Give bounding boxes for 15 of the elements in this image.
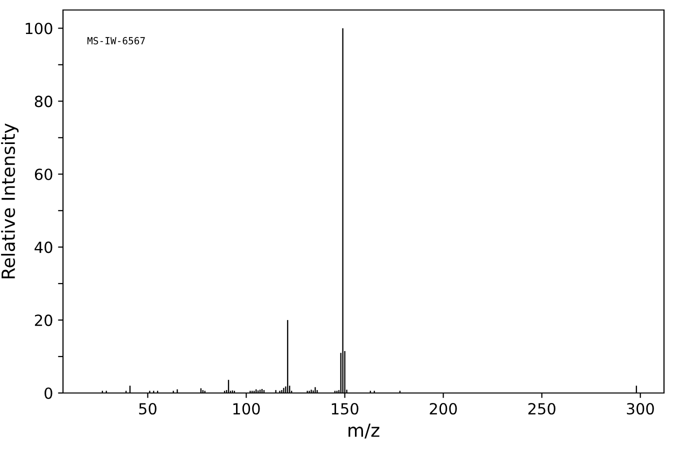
y-tick-label: 20 <box>34 314 52 326</box>
x-tick-label: 150 <box>332 402 358 415</box>
y-tick-label: 0 <box>44 387 52 400</box>
y-axis-title: Relative Intensity <box>1 123 19 278</box>
x-tick-label: 100 <box>233 402 260 415</box>
x-tick-label: 250 <box>528 402 556 415</box>
x-tick-label: 200 <box>430 402 457 415</box>
x-axis-title: m/z <box>348 424 380 438</box>
y-tick-label: 40 <box>34 242 52 254</box>
annotation: MS-IW-6567 <box>87 37 145 44</box>
x-tick-label: 50 <box>139 402 156 415</box>
y-tick-label: 60 <box>34 168 52 180</box>
x-tick-label: 300 <box>626 402 654 415</box>
y-tick-label: 80 <box>34 96 52 108</box>
y-tick-label: 100 <box>26 22 52 34</box>
